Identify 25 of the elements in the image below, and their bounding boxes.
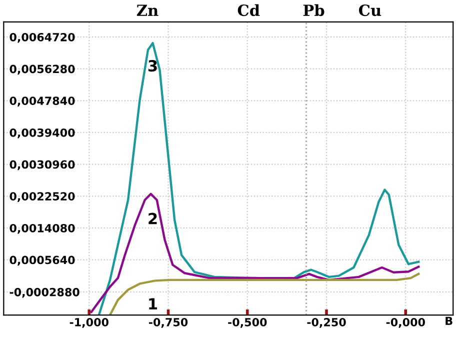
y-tick-label: 0,0005640 bbox=[10, 256, 75, 266]
x-tick-label: -0,500 bbox=[228, 318, 267, 328]
y-tick-label: -0,0002880 bbox=[10, 288, 80, 298]
series-label: 2 bbox=[148, 212, 157, 224]
series-label: 1 bbox=[149, 298, 158, 310]
y-tick-label: 0,0056280 bbox=[10, 64, 75, 75]
y-tick-label: 0,0030960 bbox=[10, 160, 75, 170]
text: Pb bbox=[303, 4, 324, 16]
y-tick-label: 0,0047840 bbox=[10, 96, 75, 106]
y-tick-label: 0,0039400 bbox=[10, 128, 75, 138]
text: Cd bbox=[238, 4, 260, 16]
line-series bbox=[98, 42, 420, 316]
x-tick-label: -1,000 bbox=[70, 318, 108, 328]
x-tick-label: -0,750 bbox=[148, 318, 188, 328]
text: Cu bbox=[358, 4, 382, 16]
y-tick-label: 0,0064720 bbox=[10, 32, 75, 43]
y-tick-label: 0,0014080 bbox=[10, 224, 75, 234]
x-tick-label: -0,250 bbox=[307, 318, 346, 328]
series-label: 3 bbox=[148, 60, 157, 72]
text: Zn bbox=[136, 4, 158, 16]
line-series bbox=[108, 272, 420, 316]
line-series bbox=[90, 192, 420, 314]
y-tick-label: 0,0022520 bbox=[10, 192, 75, 202]
x-axis-title: В bbox=[446, 316, 452, 325]
x-tick-label: -0,000 bbox=[386, 318, 425, 328]
